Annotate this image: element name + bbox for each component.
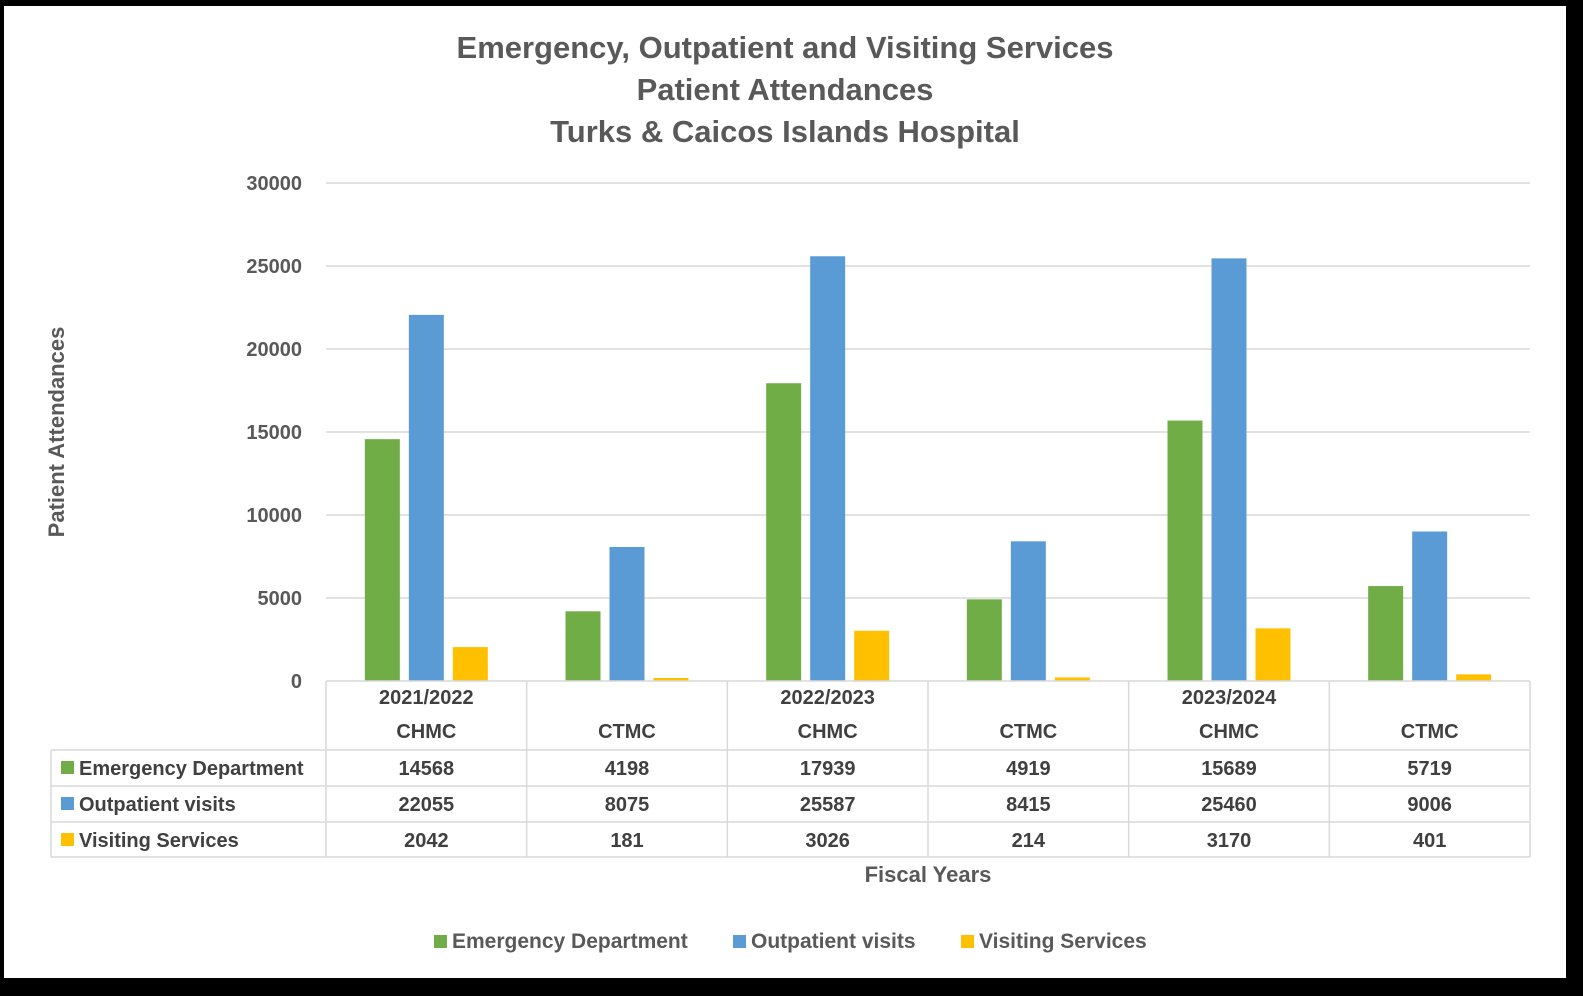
bar-outpatient-visits (408, 314, 444, 681)
y-axis-title: Patient Attendances (44, 327, 69, 538)
table-value: 3026 (805, 830, 850, 852)
table-value: 9006 (1407, 794, 1452, 816)
year-group-label: 2023/2024 (1182, 687, 1277, 709)
bar-outpatient-visits (1211, 258, 1247, 681)
y-tick-label: 25000 (246, 256, 302, 278)
table-value: 17939 (800, 758, 856, 780)
bar-visiting-services (653, 677, 689, 681)
table-series-name: Emergency Department (79, 758, 304, 780)
bar-outpatient-visits (810, 256, 846, 681)
bar-outpatient-visits (1412, 531, 1448, 681)
legend-key (733, 935, 746, 948)
table-series-name: Visiting Services (79, 830, 239, 852)
table-value: 2042 (404, 830, 449, 852)
y-axis-ticks: 0 5000 10000 15000 20000 25000 30000 (246, 173, 302, 693)
y-tick-label: 0 (291, 671, 302, 693)
chart-frame: Emergency, Outpatient and Visiting Servi… (4, 6, 1566, 978)
y-tick-label: 20000 (246, 339, 302, 361)
table-legend-key (61, 797, 74, 810)
bar-emergency-department (364, 439, 400, 681)
table-value: 14568 (399, 758, 455, 780)
bar-visiting-services (452, 647, 488, 681)
bar-emergency-department (966, 599, 1002, 681)
chart-title-line-3: Turks & Caicos Islands Hospital (550, 114, 1020, 149)
data-table: 2021/2022 2022/2023 2023/2024 CHMC CTMC CHMC C… (50, 680, 1531, 858)
legend: Emergency Department Outpatient visits Vis… (434, 930, 1147, 953)
category-label: CTMC (999, 721, 1057, 743)
category-label: CHMC (396, 721, 456, 743)
bar-visiting-services (1255, 628, 1291, 681)
y-tick-label: 10000 (246, 505, 302, 527)
bar-outpatient-visits (609, 546, 645, 681)
table-value: 15689 (1201, 758, 1257, 780)
legend-label: Outpatient visits (751, 930, 916, 953)
table-value: 3170 (1207, 830, 1252, 852)
legend-key (961, 935, 974, 948)
table-value: 8415 (1006, 794, 1051, 816)
chart-title-line-2: Patient Attendances (636, 72, 934, 107)
table-value: 4919 (1006, 758, 1051, 780)
table-value: 22055 (399, 794, 455, 816)
bar-outpatient-visits (1010, 541, 1046, 681)
table-value: 25587 (800, 794, 856, 816)
table-value: 214 (1012, 830, 1046, 852)
x-axis-title: Fiscal Years (865, 862, 992, 887)
bar-emergency-department (565, 611, 601, 681)
bar-visiting-services (1456, 674, 1492, 681)
table-legend-key (61, 761, 74, 774)
year-group-label: 2021/2022 (379, 687, 474, 709)
bar-visiting-services (854, 630, 890, 681)
table-value: 401 (1413, 830, 1446, 852)
legend-key (434, 935, 447, 948)
bar-emergency-department (1368, 586, 1404, 681)
category-label: CTMC (1401, 721, 1459, 743)
table-legend-key (61, 833, 74, 846)
category-label: CHMC (798, 721, 858, 743)
legend-label: Visiting Services (979, 930, 1147, 953)
category-label: CTMC (598, 721, 656, 743)
bar-emergency-department (766, 383, 802, 681)
legend-label: Emergency Department (452, 930, 688, 953)
y-tick-label: 5000 (258, 588, 303, 610)
bar-chart: 0 5000 10000 15000 20000 25000 30000 2021/2022… (44, 173, 1531, 953)
category-label: CHMC (1199, 721, 1259, 743)
table-value: 25460 (1201, 794, 1257, 816)
bars (364, 256, 1492, 681)
chart-title-line-1: Emergency, Outpatient and Visiting Servi… (456, 30, 1114, 65)
table-value: 181 (610, 830, 643, 852)
bar-emergency-department (1167, 420, 1203, 681)
table-value: 8075 (605, 794, 650, 816)
bar-visiting-services (1054, 677, 1090, 681)
y-tick-label: 15000 (246, 422, 302, 444)
gridlines (326, 182, 1530, 599)
table-value: 4198 (605, 758, 650, 780)
table-series-name: Outpatient visits (79, 794, 236, 816)
table-value: 5719 (1407, 758, 1452, 780)
y-tick-label: 30000 (246, 173, 302, 195)
year-group-label: 2022/2023 (780, 687, 875, 709)
